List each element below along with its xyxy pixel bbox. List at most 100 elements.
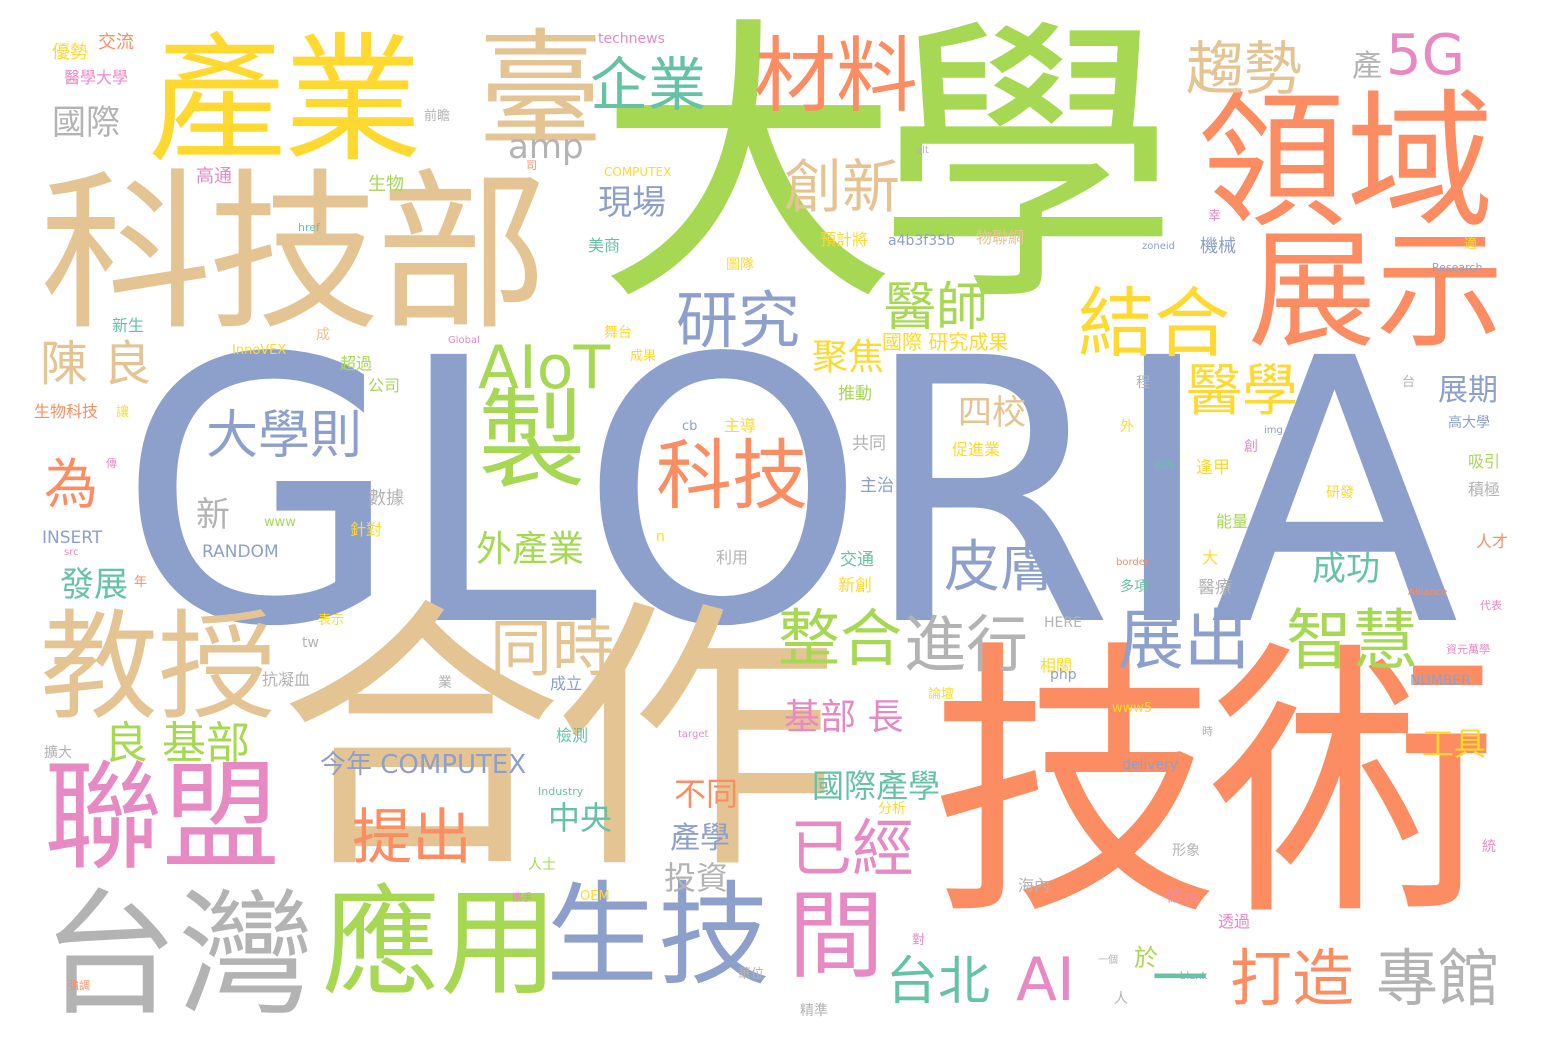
word: 同時 [490, 612, 615, 685]
word: 展出 [1118, 602, 1250, 679]
word: Research [1432, 261, 1483, 274]
word: 醫療 [1198, 578, 1232, 598]
word: 研發 [1326, 485, 1354, 501]
word: 創 [1244, 439, 1258, 455]
word: COMPUTEX [604, 165, 672, 179]
word: 展期 [1438, 373, 1498, 408]
word: NUMBER [1410, 673, 1471, 689]
word: 論壇 [928, 687, 955, 702]
word: 成功 [1312, 549, 1380, 589]
word: 技術 [930, 618, 1498, 955]
word: 成果 [630, 349, 657, 364]
word: 臺 [478, 18, 603, 163]
word: 針對 [350, 520, 383, 539]
word: n [656, 529, 665, 545]
word: 攜手 [512, 893, 532, 904]
word: 研究 [676, 284, 801, 357]
word: 打造 [1230, 942, 1355, 1015]
word: 科技部 [40, 153, 548, 354]
word: RANDOM [202, 542, 279, 562]
word: AIoT [478, 333, 611, 403]
word: 創新 [784, 153, 901, 221]
word: 現場 [598, 183, 666, 223]
word: php [1050, 667, 1077, 683]
word: 形象 [1172, 843, 1200, 859]
word: 聯盟 [44, 748, 281, 886]
word: blank [1180, 971, 1208, 982]
word: AI [1016, 945, 1075, 1015]
word: a4b3f35b [888, 233, 955, 249]
word: 大 [1202, 548, 1219, 567]
word: Alliance [1408, 587, 1448, 598]
word: 台北 [886, 952, 991, 1012]
word: 人士 [528, 857, 556, 873]
word: 產學 [670, 821, 730, 856]
word: 進行 [904, 608, 1029, 681]
word: 外產業 [476, 529, 585, 570]
word: 皮膚 [944, 535, 1056, 600]
word: 高大學 [1448, 415, 1490, 431]
word: 外 [1120, 419, 1134, 435]
word: 多項 [1120, 579, 1148, 595]
word: 智慧 [1286, 602, 1418, 679]
word: 推動 [838, 384, 872, 404]
word: 成立 [550, 674, 583, 693]
word: img [1264, 425, 1283, 436]
word: 5G [1386, 23, 1466, 88]
word: 華位 [738, 967, 765, 982]
word: 年 [134, 575, 148, 590]
word: 大學則 [206, 406, 363, 466]
word: Global [448, 335, 480, 346]
word: 人 [1114, 991, 1128, 1007]
word: 台灣 [42, 877, 314, 1035]
word: 億元 [1166, 886, 1199, 905]
word: 公司 [368, 376, 401, 395]
word: 工具 [1422, 725, 1487, 763]
word: 生物 [368, 174, 404, 195]
word: 強調 [68, 979, 90, 992]
word: 高通 [196, 166, 232, 187]
word: 成 [316, 327, 330, 343]
word: 業 [438, 675, 452, 691]
word: 國內 [1154, 461, 1174, 472]
word: 海內 [1018, 876, 1051, 895]
word: 於 [1134, 944, 1158, 972]
word: 企業 [590, 51, 707, 119]
word: href [298, 221, 320, 234]
word: technews [598, 31, 665, 47]
word: 超過 [340, 354, 373, 373]
word: 數據 [368, 488, 404, 509]
word: 趨勢 [1186, 35, 1303, 103]
word: 產業 [148, 20, 422, 181]
word: 領域 [1198, 76, 1494, 248]
word: 促進業 [952, 440, 1001, 459]
word: 四校 [958, 393, 1026, 433]
word: 傳 [106, 457, 117, 470]
word: 國際 研究成果 [882, 330, 1009, 354]
word: 資元萬學 [1446, 643, 1490, 656]
word: 材料 [754, 29, 919, 124]
word: 新生 [112, 316, 145, 335]
word: 前瞻 [424, 109, 451, 124]
word: 製 [478, 379, 587, 504]
word: 舞台 [604, 325, 632, 341]
word: 擴大 [44, 745, 72, 761]
word: 間 [788, 880, 884, 992]
word: 聚焦 [812, 337, 885, 378]
word: 精準 [800, 1003, 828, 1019]
word: 優勢 [52, 42, 88, 63]
word: 陳 良 [40, 336, 152, 392]
word: 利用 [716, 548, 749, 567]
word: 抗凝血 [262, 670, 311, 689]
word: 適 [1464, 237, 1478, 252]
word: zoneid [1142, 241, 1175, 252]
word: 新 [196, 495, 230, 535]
word: 整合 [778, 602, 903, 675]
word: 代表 [1480, 599, 1502, 612]
word: 表示 [318, 613, 345, 628]
word: 提出 [352, 803, 472, 873]
word: delivery [1122, 757, 1179, 773]
word: 產 [1352, 49, 1382, 84]
word: 物聯網 [976, 228, 1025, 247]
word: 統 [1482, 839, 1496, 855]
